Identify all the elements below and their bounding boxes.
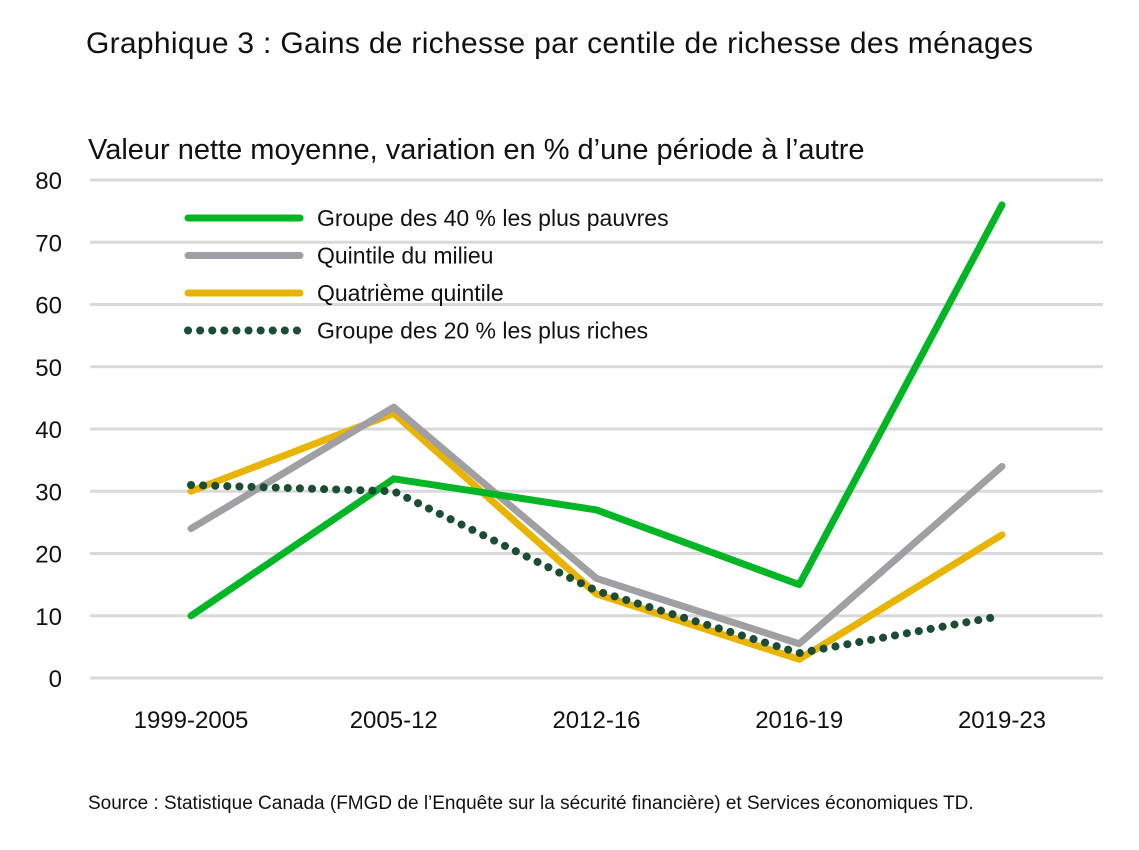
y-tick-label: 60 [35,293,62,320]
legend-label: Quintile du milieu [317,243,493,269]
series-line-3 [187,481,1006,658]
y-tick-label: 0 [49,666,62,693]
chart-subtitle: Valeur nette moyenne, variation en % d’u… [88,134,865,166]
y-tick-label: 10 [35,604,62,631]
x-tick-label: 1999-2005 [134,707,249,734]
x-tick-label: 2019-23 [958,707,1046,734]
legend-label: Groupe des 40 % les plus pauvres [317,205,669,231]
y-tick-label: 40 [35,417,62,444]
x-tick-label: 2012-16 [552,707,640,734]
legend-label: Groupe des 20 % les plus riches [317,318,648,344]
y-tick-label: 80 [35,168,62,195]
y-tick-label: 50 [35,355,62,382]
legend-label: Quatrième quintile [317,280,504,306]
y-tick-label: 70 [35,230,62,257]
chart-title: Graphique 3 : Gains de richesse par cent… [86,27,1034,60]
x-tick-label: 2005-12 [350,707,438,734]
source-note: Source : Statistique Canada (FMGD de l’E… [88,793,974,814]
x-tick-label: 2016-19 [755,707,843,734]
y-tick-label: 20 [35,542,62,569]
y-tick-label: 30 [35,479,62,506]
